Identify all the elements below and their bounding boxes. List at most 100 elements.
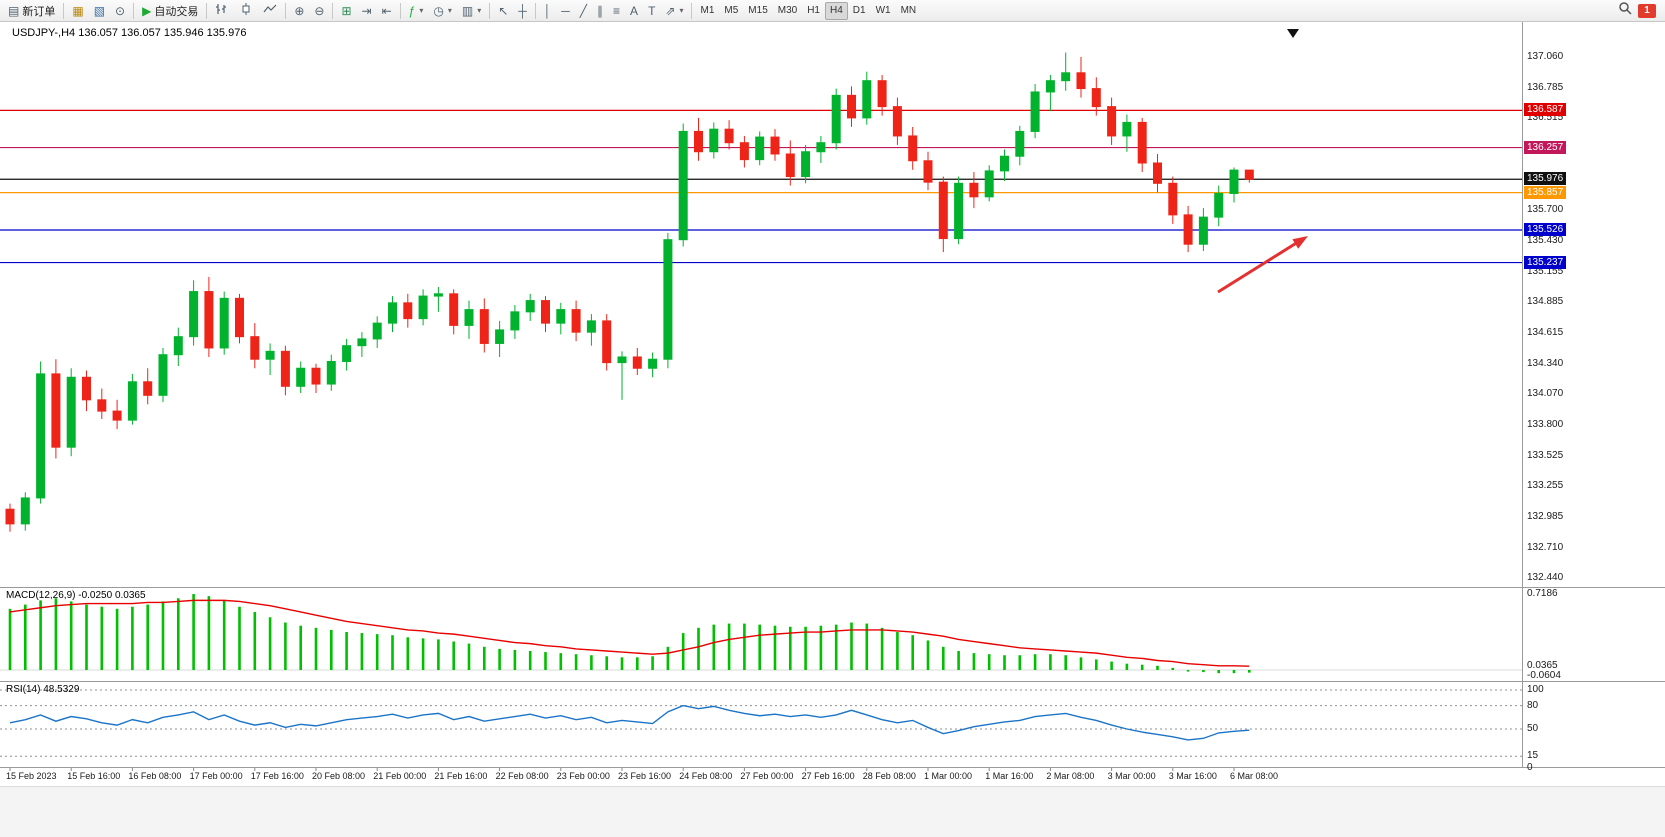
profiles-button[interactable]: ▧ bbox=[89, 1, 110, 21]
candle-body bbox=[342, 345, 352, 362]
candle-body bbox=[449, 293, 459, 326]
timeframe-mn[interactable]: MN bbox=[900, 5, 917, 16]
timeframe-w1[interactable]: W1 bbox=[875, 5, 891, 16]
market-watch-button[interactable]: ⊙ bbox=[110, 1, 130, 21]
auto-scroll-button[interactable]: ⇥ bbox=[357, 1, 377, 21]
time-label: 23 Feb 16:00 bbox=[618, 771, 672, 781]
timeframe-h1[interactable]: H1 bbox=[807, 5, 820, 16]
macd-histogram-bar bbox=[773, 625, 777, 670]
templates-icon: ▥ bbox=[461, 3, 474, 18]
timeframe-m1[interactable]: M1 bbox=[700, 5, 715, 16]
timeframe-m15[interactable]: M15 bbox=[748, 5, 768, 16]
time-label: 17 Feb 00:00 bbox=[189, 771, 243, 781]
timeframe-h4[interactable]: H4 bbox=[825, 1, 848, 20]
candle-body bbox=[663, 239, 673, 360]
macd-histogram-bar bbox=[100, 606, 104, 670]
candle-body bbox=[862, 80, 872, 119]
time-label: 2 Mar 08:00 bbox=[1046, 771, 1095, 781]
trendline-tool-button[interactable]: ╱ bbox=[575, 1, 592, 21]
line-chart-type-button[interactable] bbox=[258, 1, 282, 21]
macd-histogram-bar bbox=[360, 633, 364, 670]
separator bbox=[133, 2, 135, 19]
tile-windows-button[interactable]: ⊞ bbox=[336, 1, 356, 21]
periods-button[interactable]: ◷ ▾ bbox=[428, 1, 457, 21]
candle-body bbox=[1091, 88, 1101, 108]
macd-histogram-bar bbox=[54, 598, 58, 670]
cursor-tool-button[interactable]: ↖ bbox=[493, 1, 513, 21]
timeframe-d1[interactable]: D1 bbox=[852, 5, 866, 16]
macd-histogram-bar bbox=[238, 606, 241, 670]
templates-button[interactable]: ▥ ▾ bbox=[457, 1, 486, 21]
macd-histogram-bar bbox=[253, 611, 257, 670]
candle-body bbox=[1137, 121, 1147, 164]
zoom-in-button[interactable]: ⊕ bbox=[289, 1, 309, 21]
candle-body bbox=[189, 291, 199, 338]
macd-histogram-bar bbox=[620, 657, 624, 670]
macd-histogram-bar bbox=[1033, 654, 1037, 670]
indicators-button[interactable]: ƒ ▾ bbox=[404, 1, 429, 21]
candle-body bbox=[709, 128, 719, 153]
candle-body bbox=[5, 508, 15, 525]
cursor-icon: ↖ bbox=[498, 3, 509, 18]
candlestick-type-button[interactable] bbox=[234, 1, 258, 21]
macd-histogram-bar bbox=[957, 651, 960, 670]
search-icon[interactable] bbox=[1618, 1, 1632, 20]
vertical-line-icon: │ bbox=[543, 3, 552, 18]
candle-body bbox=[66, 376, 76, 448]
macd-histogram-bar bbox=[574, 654, 578, 670]
horizontal-line-tool-button[interactable]: ─ bbox=[556, 1, 575, 21]
macd-histogram-bar bbox=[850, 622, 853, 670]
candle-body bbox=[586, 320, 596, 333]
candle-body bbox=[1015, 130, 1025, 157]
macd-histogram-bar bbox=[987, 654, 991, 670]
text-tool-button[interactable]: A bbox=[625, 1, 643, 21]
arrows-tool-button[interactable]: ⇗ ▾ bbox=[660, 1, 688, 21]
zoom-out-icon: ⊖ bbox=[314, 3, 325, 18]
chart-shift-button[interactable]: ⇤ bbox=[377, 1, 397, 21]
label-tool-button[interactable]: T bbox=[643, 1, 660, 21]
macd-histogram-bar bbox=[666, 646, 670, 670]
new-chart-button[interactable]: ▦ bbox=[67, 1, 88, 21]
candle-body bbox=[265, 350, 275, 360]
marker-triangle[interactable] bbox=[1287, 29, 1299, 38]
macd-histogram-bar bbox=[1095, 659, 1098, 670]
macd-histogram-bar bbox=[222, 600, 226, 670]
candle-body bbox=[1168, 182, 1178, 216]
trend-arrow-head[interactable] bbox=[1292, 236, 1308, 249]
macd-histogram-bar bbox=[268, 617, 272, 670]
price-line-label-135.526: 135.526 bbox=[1524, 222, 1567, 236]
candle-body bbox=[1122, 121, 1132, 137]
macd-label: MACD(12,26,9) -0.0250 0.0365 bbox=[6, 590, 146, 601]
price-tick: 136.785 bbox=[1527, 82, 1564, 93]
macd-histogram-bar bbox=[605, 656, 608, 670]
candle-body bbox=[97, 399, 107, 412]
crosshair-tool-button[interactable]: ┼ bbox=[513, 1, 532, 21]
notification-badge[interactable]: 1 bbox=[1638, 3, 1656, 18]
channel-tool-button[interactable]: ∥ bbox=[592, 1, 608, 21]
rsi-label: RSI(14) 48.5329 bbox=[6, 684, 80, 695]
rsi-axis-label: 100 bbox=[1527, 684, 1544, 695]
separator bbox=[332, 2, 334, 19]
zoom-out-button[interactable]: ⊖ bbox=[309, 1, 329, 21]
macd-histogram-bar bbox=[1110, 661, 1113, 670]
candle-body bbox=[556, 309, 566, 324]
candle-body bbox=[739, 142, 749, 161]
autotrade-button[interactable]: ▶ 自动交易 bbox=[137, 1, 203, 21]
bar-chart-type-button[interactable] bbox=[210, 1, 234, 21]
timeframe-m5[interactable]: M5 bbox=[724, 5, 739, 16]
macd-histogram-bar bbox=[1125, 663, 1129, 670]
vertical-line-tool-button[interactable]: │ bbox=[539, 1, 557, 21]
macd-histogram-bar bbox=[8, 608, 12, 670]
new-order-button[interactable]: ▤ 新订单 bbox=[3, 1, 60, 21]
price-tick: 135.430 bbox=[1527, 234, 1564, 246]
separator bbox=[206, 2, 208, 19]
fibonacci-tool-button[interactable]: ≡ bbox=[608, 1, 625, 21]
rsi-axis-label: 0 bbox=[1527, 762, 1533, 773]
trend-arrow[interactable] bbox=[1217, 240, 1299, 294]
time-label: 15 Feb 16:00 bbox=[67, 771, 121, 781]
timeframe-m30[interactable]: M30 bbox=[777, 5, 798, 16]
macd-histogram-bar bbox=[1232, 670, 1236, 674]
candle-body bbox=[831, 94, 841, 144]
time-label: 27 Feb 16:00 bbox=[801, 771, 855, 781]
